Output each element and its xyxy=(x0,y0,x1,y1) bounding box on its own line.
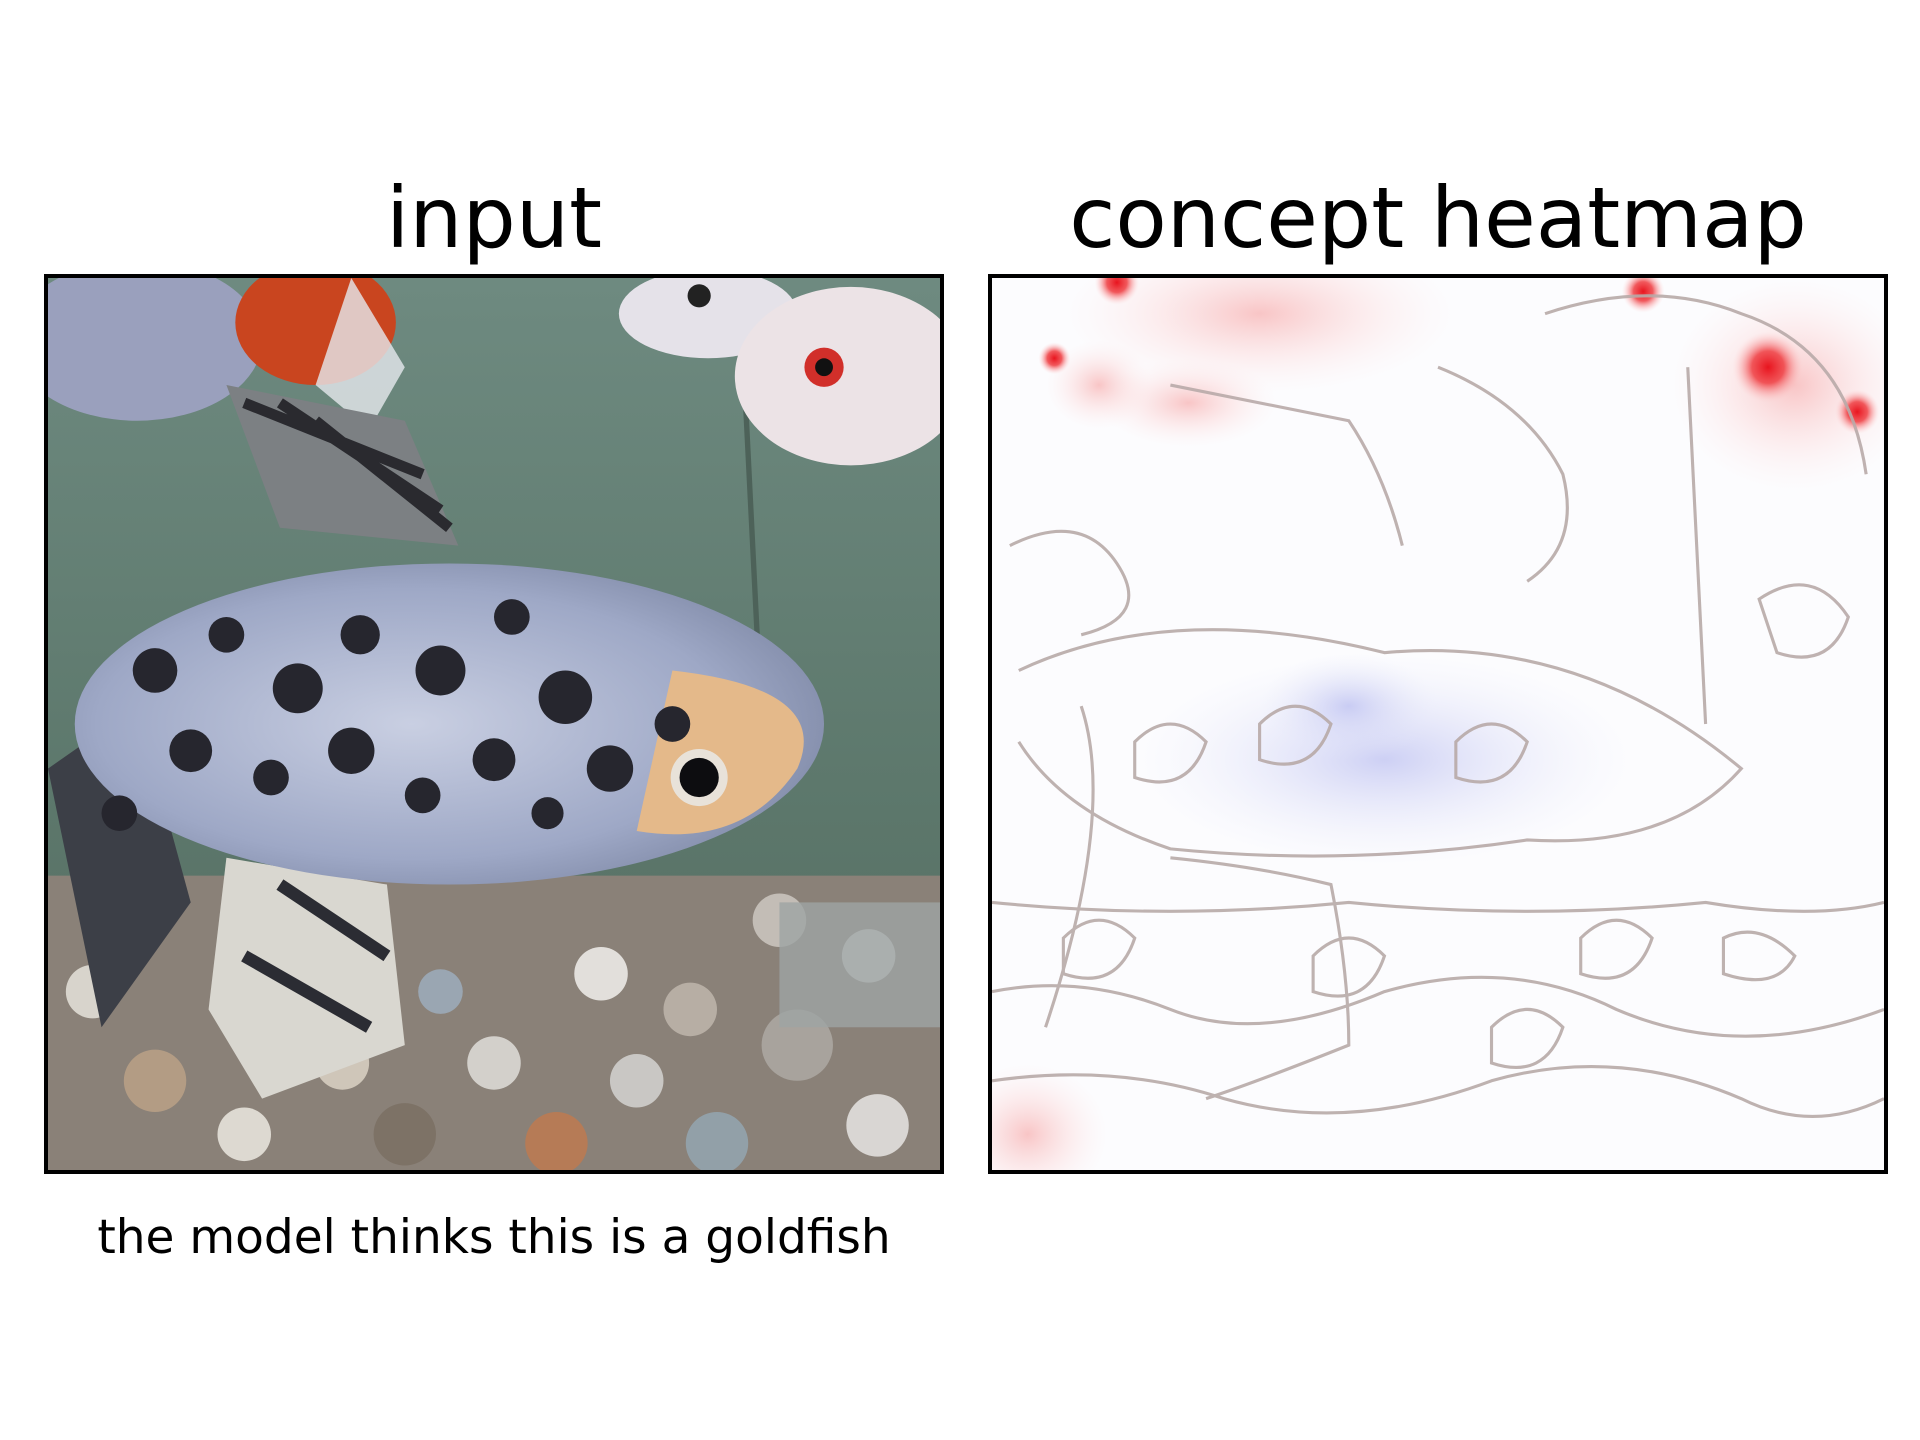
heatmap-panel-title: concept heatmap xyxy=(1069,169,1807,267)
goldfish-photo xyxy=(48,278,940,1170)
prediction-caption: the model thinks this is a goldfish xyxy=(97,1210,891,1265)
concept-heatmap xyxy=(988,274,1888,1174)
input-panel-title: input xyxy=(385,169,603,267)
input-image xyxy=(44,274,944,1174)
heatmap-image xyxy=(992,278,1884,1170)
